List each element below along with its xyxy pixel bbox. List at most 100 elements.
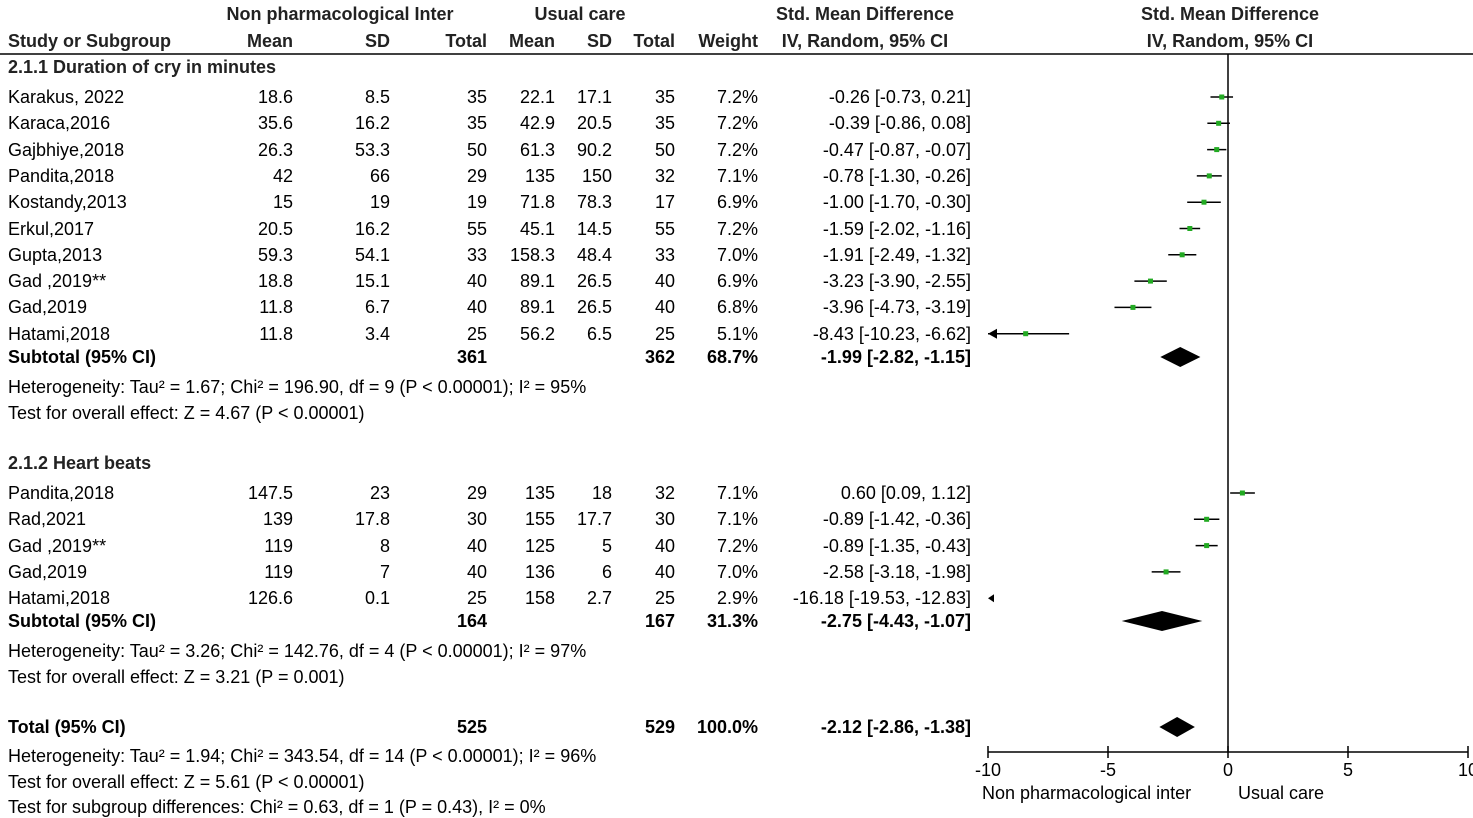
subtotal-label: Subtotal (95% CI) — [8, 347, 157, 367]
study-total-e: 40 — [466, 561, 487, 582]
study-mean-c: 56.2 — [519, 323, 555, 344]
study-total-e: 19 — [466, 192, 487, 213]
subtotal-weight: 31.3% — [706, 611, 758, 631]
study-total-e: 30 — [466, 509, 487, 530]
study-ci: -8.43 [-10.23, -6.62] — [812, 323, 971, 344]
study-sd-c: 78.3 — [576, 192, 612, 213]
point-estimate — [1204, 516, 1210, 522]
study-weight: 6.9% — [716, 271, 758, 292]
study-name: Rad,2021 — [8, 509, 87, 530]
col-total-c-header: Total — [633, 31, 675, 51]
point-estimate — [1214, 147, 1220, 153]
point-estimate — [1163, 569, 1169, 575]
study-mean-c: 135 — [524, 165, 555, 186]
study-total-e: 25 — [466, 323, 487, 344]
study-mean-e: 20.5 — [257, 218, 293, 239]
col-study-header: Study or Subgroup — [8, 31, 171, 51]
subtotal-weight: 68.7% — [706, 347, 758, 367]
study-ci: -0.78 [-1.30, -0.26] — [822, 165, 971, 186]
study-mean-c: 136 — [524, 561, 555, 582]
study-mean-c: 158 — [524, 588, 555, 609]
point-estimate — [1179, 252, 1185, 258]
study-weight: 5.1% — [716, 323, 758, 344]
study-total-c: 50 — [654, 139, 675, 160]
point-estimate — [1216, 120, 1222, 126]
plot-title: Std. Mean Difference — [1140, 4, 1320, 24]
study-total-e: 50 — [466, 139, 487, 160]
study-sd-e: 17.8 — [354, 509, 390, 530]
study-total-e: 40 — [466, 271, 487, 292]
study-total-c: 32 — [654, 165, 675, 186]
study-sd-c: 20.5 — [576, 113, 612, 134]
col-mean-e-header: Mean — [246, 31, 293, 51]
study-total-c: 25 — [654, 588, 675, 609]
study-total-c: 40 — [654, 535, 675, 556]
point-estimate — [1204, 543, 1210, 549]
subtotal-total-e: 164 — [456, 611, 487, 631]
study-total-e: 35 — [466, 87, 487, 107]
subtotal-diamond — [1121, 611, 1203, 631]
study-mean-e: 139 — [262, 509, 293, 530]
study-weight: 6.9% — [716, 192, 758, 213]
study-total-e: 35 — [466, 113, 487, 134]
study-ci: -0.47 [-0.87, -0.07] — [822, 139, 971, 160]
plot-method: IV, Random, 95% CI — [1146, 31, 1314, 51]
study-sd-e: 66 — [369, 165, 390, 186]
overall-effect-text: Test for overall effect: Z = 3.21 (P = 0… — [8, 667, 345, 687]
point-estimate — [1130, 304, 1136, 310]
study-sd-c: 90.2 — [576, 139, 612, 160]
study-name: Hatami,2018 — [8, 323, 111, 344]
heterogeneity-text: Heterogeneity: Tau² = 1.67; Chi² = 196.9… — [8, 377, 587, 397]
study-ci: -0.39 [-0.86, 0.08] — [828, 113, 971, 134]
study-ci: -1.59 [-2.02, -1.16] — [822, 218, 971, 239]
study-ci: -1.00 [-1.70, -0.30] — [822, 192, 971, 213]
study-total-c: 33 — [654, 244, 675, 265]
x-tick-label: 10 — [1458, 760, 1473, 780]
study-mean-c: 155 — [524, 509, 555, 530]
study-sd-e: 19 — [369, 192, 390, 213]
study-sd-c: 6.5 — [586, 323, 612, 344]
study-mean-e: 147.5 — [247, 483, 293, 503]
col-sd-c-header: SD — [586, 31, 612, 51]
study-name: Karakus, 2022 — [8, 87, 125, 107]
offscale-arrow — [988, 594, 994, 603]
study-weight: 2.9% — [716, 588, 758, 609]
total-weight: 100.0% — [696, 717, 758, 737]
x-tick-label: -5 — [1100, 760, 1116, 780]
point-estimate — [1023, 331, 1029, 337]
study-name: Gajbhiye,2018 — [8, 139, 125, 160]
study-weight: 7.2% — [716, 535, 758, 556]
study-total-c: 17 — [654, 192, 675, 213]
study-total-c: 35 — [654, 113, 675, 134]
subgroup-title: 2.1.1 Duration of cry in minutes — [8, 57, 277, 77]
study-sd-c: 14.5 — [576, 218, 612, 239]
study-sd-e: 16.2 — [354, 113, 390, 134]
x-tick-label: -10 — [975, 760, 1001, 780]
study-total-e: 29 — [466, 483, 487, 503]
study-total-e: 33 — [466, 244, 487, 265]
study-total-e: 40 — [466, 297, 487, 318]
study-weight: 7.0% — [716, 244, 758, 265]
study-sd-c: 5 — [601, 535, 612, 556]
point-estimate — [1206, 173, 1212, 179]
study-name: Gad ,2019** — [8, 535, 107, 556]
subtotal-ci: -1.99 [-2.82, -1.15] — [820, 347, 971, 367]
total-label: Total (95% CI) — [8, 717, 126, 737]
study-sd-e: 8 — [379, 535, 390, 556]
subtotal-total-c: 362 — [644, 347, 675, 367]
study-ci: -1.91 [-2.49, -1.32] — [822, 244, 971, 265]
x-tick-label: 0 — [1223, 760, 1233, 780]
subtotal-label: Subtotal (95% CI) — [8, 611, 157, 631]
subtotal-total-c: 167 — [644, 611, 675, 631]
study-weight: 7.2% — [716, 113, 758, 134]
study-mean-e: 15 — [272, 192, 293, 213]
study-total-c: 40 — [654, 561, 675, 582]
col-sd-e-header: SD — [364, 31, 390, 51]
study-sd-c: 150 — [581, 165, 612, 186]
study-sd-c: 17.7 — [576, 509, 612, 530]
total-ci: -2.12 [-2.86, -1.38] — [820, 717, 971, 737]
study-mean-e: 42 — [272, 165, 293, 186]
favours-right-label: Usual care — [1238, 783, 1325, 803]
study-weight: 7.1% — [716, 483, 758, 503]
study-name: Gad,2019 — [8, 561, 88, 582]
